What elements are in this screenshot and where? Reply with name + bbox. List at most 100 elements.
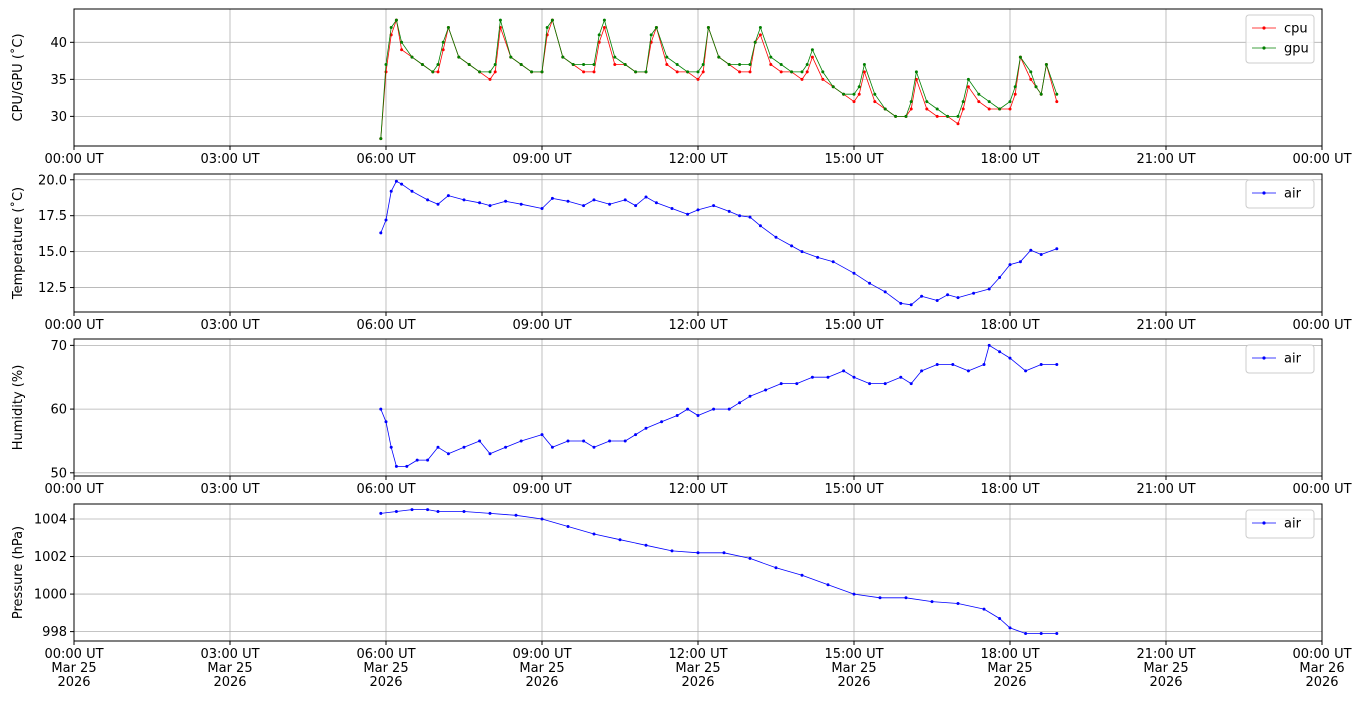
legend-label-air: air — [1284, 517, 1302, 532]
y-tick-label: 70 — [50, 339, 67, 354]
data-point-gpu — [540, 70, 544, 74]
x-tick-label: 00:00 UT — [1292, 152, 1351, 167]
chart-panel-1: 00:00 UT 03:00 UT 06:00 UT 09:00 UT 12:00 UT… — [10, 8, 1352, 167]
legend-swatch-marker — [1262, 46, 1266, 50]
y-tick-label: 1000 — [34, 588, 67, 603]
data-point-air — [389, 189, 393, 193]
data-point-gpu — [1013, 85, 1017, 89]
data-point-gpu — [956, 114, 960, 118]
data-point-cpu — [493, 70, 497, 74]
data-point-gpu — [379, 137, 383, 141]
data-point-air — [758, 224, 762, 228]
data-point-gpu — [498, 18, 502, 22]
data-point-air — [852, 592, 856, 596]
data-point-air — [462, 445, 466, 449]
x-tick-label: 00:00 UT — [44, 318, 103, 333]
y-axis-label: Pressure (hPa) — [11, 526, 26, 619]
data-point-air — [488, 511, 492, 515]
data-point-air — [504, 199, 508, 203]
data-point-gpu — [701, 63, 705, 66]
data-point-air — [935, 299, 939, 302]
data-point-air — [379, 511, 383, 515]
data-point-gpu — [686, 70, 690, 74]
data-point-gpu — [852, 92, 856, 96]
data-point-air — [379, 407, 383, 411]
data-point-air — [1055, 247, 1059, 251]
data-point-gpu — [987, 100, 991, 104]
data-point-air — [644, 426, 648, 430]
data-point-gpu — [649, 33, 653, 37]
data-point-cpu — [758, 33, 762, 37]
data-point-air — [899, 375, 903, 379]
data-point-air — [394, 464, 398, 468]
legend: cpu gpu — [1245, 14, 1315, 64]
y-tick-label: 50 — [50, 466, 67, 481]
y-axis-label: CPU/GPU (˚C) — [10, 33, 26, 121]
y-tick-label: 1002 — [34, 550, 67, 565]
x-tick-label: 06:00 UT — [356, 482, 415, 497]
data-point-gpu — [909, 100, 913, 104]
x-tick-label: 03:00 UT — [200, 318, 259, 333]
data-point-gpu — [1055, 92, 1059, 96]
data-point-air — [878, 596, 882, 600]
data-point-gpu — [925, 100, 929, 104]
data-point-air — [478, 201, 482, 205]
data-point-gpu — [738, 63, 742, 66]
data-point-gpu — [592, 63, 596, 66]
data-point-air — [748, 556, 752, 560]
data-point-air — [405, 464, 409, 468]
data-point-cpu — [935, 114, 939, 118]
data-point-cpu — [873, 100, 877, 104]
data-point-air — [654, 201, 658, 205]
data-point-air — [810, 375, 814, 379]
data-point-air — [389, 445, 393, 449]
data-point-air — [727, 407, 731, 411]
data-point-gpu — [394, 18, 398, 22]
data-point-air — [696, 414, 700, 417]
data-point-cpu — [961, 107, 965, 111]
data-point-air — [436, 445, 440, 449]
data-point-gpu — [634, 70, 638, 74]
data-point-air — [800, 573, 804, 577]
x-tick-label: 06:00 UT — [356, 152, 415, 167]
data-point-gpu — [862, 63, 866, 66]
y-tick-label: 15.0 — [38, 245, 67, 260]
data-point-gpu — [400, 40, 404, 44]
data-point-air — [951, 363, 955, 366]
data-point-air — [660, 420, 664, 424]
data-point-gpu — [998, 107, 1002, 111]
data-point-cpu — [1029, 77, 1033, 81]
data-point-cpu — [914, 77, 918, 81]
data-point-gpu — [894, 114, 898, 118]
data-point-cpu — [488, 77, 492, 81]
data-point-air — [722, 551, 726, 555]
legend-swatch-marker — [1262, 356, 1266, 360]
data-point-gpu — [545, 26, 549, 29]
data-point-air — [566, 439, 570, 443]
data-point-air — [686, 407, 690, 411]
data-point-gpu — [623, 63, 627, 66]
data-point-gpu — [675, 63, 679, 66]
y-tick-label: 12.5 — [38, 281, 67, 296]
data-point-gpu — [904, 114, 908, 118]
x-tick-label: 12:00 UT Mar 25 2026 — [668, 647, 727, 690]
x-tick-label: 12:00 UT — [668, 152, 727, 167]
x-tick-label: 15:00 UT Mar 25 2026 — [824, 647, 883, 690]
data-point-air — [883, 290, 887, 294]
data-point-cpu — [592, 70, 596, 74]
data-point-gpu — [644, 70, 648, 74]
legend-swatch-marker — [1262, 191, 1266, 195]
data-point-gpu — [389, 26, 393, 29]
data-point-air — [899, 301, 903, 305]
data-point-cpu — [810, 55, 814, 59]
data-point-gpu — [478, 70, 482, 74]
data-point-air — [904, 596, 908, 600]
data-point-air — [826, 583, 830, 587]
data-point-gpu — [1039, 92, 1043, 96]
data-point-air — [608, 202, 612, 206]
data-point-air — [384, 218, 388, 222]
data-point-cpu — [602, 26, 606, 29]
data-point-cpu — [987, 107, 991, 111]
legend-swatch-marker — [1262, 26, 1266, 30]
legend-box — [1245, 344, 1315, 374]
